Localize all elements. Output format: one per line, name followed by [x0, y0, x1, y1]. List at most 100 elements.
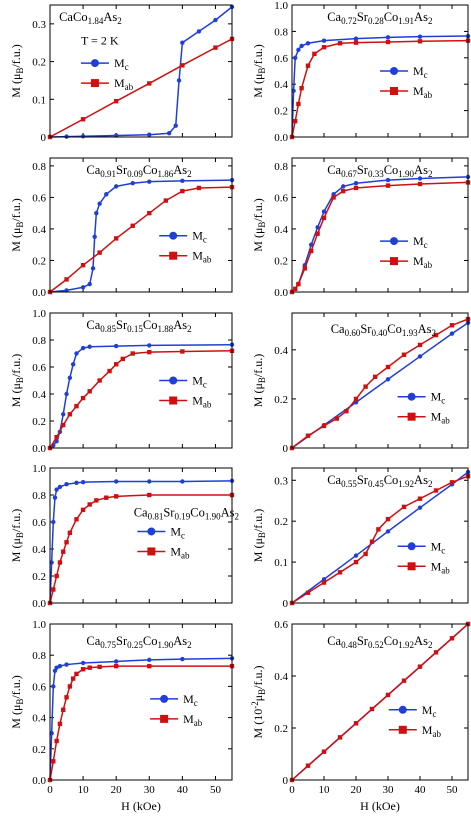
- marker: [80, 395, 86, 401]
- marker: [130, 351, 135, 356]
- marker: [321, 45, 327, 50]
- marker: [321, 749, 327, 754]
- marker: [305, 763, 311, 768]
- marker: [331, 195, 336, 200]
- legend-label: Mab: [431, 410, 451, 426]
- marker: [49, 560, 54, 565]
- y-axis-label: M (μB/f.u.): [9, 675, 25, 728]
- marker: [107, 368, 112, 374]
- y-tick-label: 1.0: [32, 308, 46, 320]
- marker: [113, 663, 119, 669]
- marker: [385, 177, 391, 183]
- legend-label: Mab: [431, 559, 451, 575]
- series-line: [49, 38, 233, 138]
- panel: 0 0.2 0.4 0.6 0 10 20 30 40 50 H (kOe) M (10-2μB/f.…: [250, 619, 471, 813]
- y-tick-label: 0.4: [32, 389, 46, 401]
- panel: 0 0.1 0.2 0.3 M (μB/f.u.) Mc Mab Ca0.55Sr0.45Co…: [251, 467, 471, 610]
- y-axis-label: M (μB/f.u.): [9, 354, 25, 407]
- marker: [113, 98, 119, 104]
- marker: [341, 184, 346, 189]
- marker: [57, 721, 63, 727]
- legend-label: Mab: [192, 394, 212, 410]
- marker: [74, 403, 79, 409]
- y-tick-label: 0.8: [32, 335, 46, 347]
- y-tick-label: 0.6: [32, 192, 46, 204]
- series-line: [49, 343, 233, 449]
- marker: [74, 351, 79, 356]
- y-axis-label: M (10-2μB/f.u.): [250, 666, 267, 739]
- y-tick-label: 0.6: [32, 517, 46, 529]
- legend-marker: [407, 542, 416, 551]
- y-tick-label: 0: [41, 132, 47, 144]
- y-tick-label: 0.8: [32, 490, 46, 502]
- marker: [80, 660, 86, 666]
- legend-label: Mc: [413, 64, 428, 80]
- marker: [97, 250, 102, 255]
- y-tick-label: 0.3: [32, 19, 46, 31]
- y-axis-label: M (μB/f.u.): [9, 509, 25, 562]
- y-tick-label: 0.0: [32, 287, 46, 299]
- marker: [51, 519, 56, 525]
- legend-label: Mc: [431, 390, 446, 406]
- plot-frame: [49, 4, 233, 138]
- marker: [363, 384, 368, 389]
- marker: [64, 662, 69, 667]
- series-line: [291, 181, 469, 293]
- marker: [113, 479, 119, 484]
- marker: [113, 184, 119, 189]
- marker: [315, 231, 320, 236]
- marker: [385, 377, 391, 382]
- panel: 0.0 0.2 0.4 0.6 0.8 1.0 M (μB/f.u.) Mc Mab Ca0.72…: [251, 0, 471, 144]
- marker: [385, 35, 391, 40]
- y-tick-label: 0.8: [32, 161, 46, 173]
- marker: [147, 210, 152, 216]
- marker: [417, 505, 423, 510]
- marker: [104, 192, 109, 197]
- marker: [449, 331, 455, 336]
- marker: [417, 39, 423, 44]
- marker: [97, 378, 102, 383]
- y-tick-label: 0.2: [274, 106, 288, 118]
- x-axis-label: H (kOe): [121, 799, 161, 813]
- marker: [70, 676, 76, 681]
- marker: [417, 34, 423, 39]
- marker: [417, 496, 423, 501]
- legend-marker: [407, 562, 416, 571]
- marker: [54, 435, 59, 440]
- x-tick-label: 0: [47, 784, 53, 796]
- y-tick-label: 0.4: [274, 79, 288, 91]
- legend-marker: [90, 59, 99, 68]
- marker: [74, 671, 79, 677]
- y-tick-label: 0.4: [274, 345, 288, 357]
- marker: [417, 176, 423, 181]
- marker: [54, 487, 59, 492]
- marker: [296, 47, 301, 53]
- y-tick-label: 0.6: [274, 53, 288, 65]
- marker: [80, 345, 86, 351]
- y-tick-label: 0.6: [274, 192, 288, 204]
- marker: [113, 343, 119, 349]
- legend-marker: [147, 547, 156, 556]
- legend-label: Mab: [114, 76, 134, 92]
- plot-frame: [291, 4, 469, 138]
- marker: [74, 517, 79, 522]
- marker: [163, 198, 169, 203]
- y-tick-label: 0.6: [32, 362, 46, 374]
- marker: [196, 185, 202, 191]
- marker: [449, 636, 455, 641]
- marker: [104, 495, 109, 500]
- marker: [61, 412, 66, 417]
- marker: [113, 494, 119, 499]
- marker: [67, 684, 73, 689]
- marker: [299, 43, 304, 49]
- marker: [373, 374, 378, 380]
- marker: [401, 678, 407, 683]
- marker: [57, 663, 63, 669]
- panel: 0.0 0.2 0.4 0.6 0.8 1.0 M (μB/f.u.) Mc Mab Ca0.81…: [9, 463, 239, 610]
- marker: [173, 123, 178, 128]
- marker: [305, 63, 311, 68]
- marker: [120, 356, 125, 362]
- legend-marker: [169, 251, 178, 260]
- y-axis-label: M (μB/f.u.): [9, 44, 25, 97]
- marker: [433, 650, 439, 655]
